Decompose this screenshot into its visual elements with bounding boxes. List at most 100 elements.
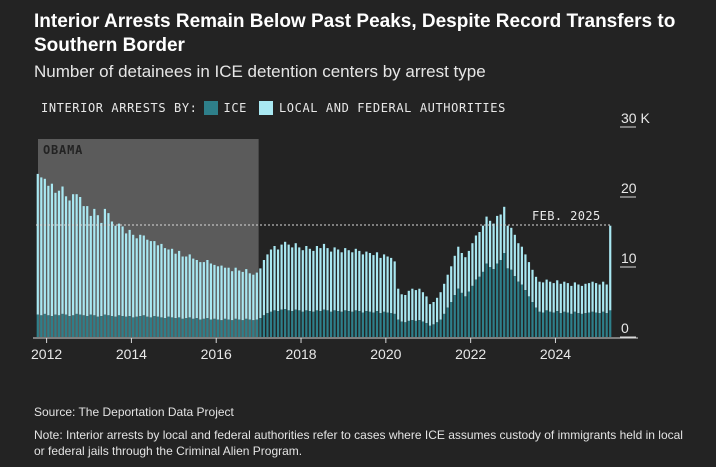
bar-ice [322,309,326,337]
bar-local [209,263,213,320]
bar-ice [72,315,75,337]
bar-ice [538,311,541,337]
bar-ice [202,318,205,337]
bar-local [467,250,470,292]
bar-ice [566,312,569,337]
bar-ice [245,318,248,337]
bar-ice [142,315,145,337]
bar-ice [457,288,460,337]
bar-local [100,222,103,316]
bar-local [488,220,492,267]
bar-ice [534,307,538,337]
bar-ice [365,311,368,337]
bar-ice [450,302,453,337]
bar-ice [570,313,573,337]
bar-ice [213,318,216,337]
bar-ice [93,315,96,337]
bar-local [503,206,506,253]
bar-ice [181,318,184,337]
bar-local [185,256,188,319]
bar-ice [354,310,357,337]
bar-ice [464,296,467,337]
bar-local [259,268,262,319]
bar-local [216,266,220,320]
x-tick-label: 2018 [285,346,316,362]
bar-ice [418,320,421,337]
bar-local [531,269,534,302]
reference-label-bg [528,208,608,222]
bar-ice [541,312,545,337]
bar-ice [315,310,319,337]
bar-ice [496,263,499,337]
bar-ice [347,311,350,337]
bar-ice [280,309,283,337]
bar-local [439,292,442,320]
bar-ice [428,325,432,337]
bar-ice [485,263,488,337]
bar-local [308,248,311,312]
bar-ice [340,311,343,337]
bar-ice [552,312,555,337]
bar-ice [68,316,71,337]
bar-local [602,281,605,312]
bar-ice [443,313,446,337]
bar-ice [47,315,50,337]
bar-ice [117,315,121,337]
bar-local [54,192,57,315]
bar-ice [513,276,516,337]
bar-ice [223,318,227,337]
bar-ice [481,271,485,337]
bar-local [428,304,432,326]
bar-ice [107,315,110,337]
bar-ice [36,314,39,337]
bar-local [595,283,598,313]
bar-local [559,283,562,314]
bar-local [400,294,403,322]
x-tick-label: 2024 [540,346,571,362]
bar-ice [294,309,297,337]
bar-ice [284,309,287,337]
bar-ice [178,317,181,337]
bar-local [584,283,587,314]
bar-local [103,208,107,315]
footnote: Note: Interior arrests by local and fede… [34,428,683,458]
bar-ice [467,291,470,337]
bar-local [541,282,545,313]
bar-local [570,285,573,314]
bar-local [347,250,350,312]
bar-ice [375,311,379,337]
bar-ice [439,319,442,337]
bar-local [298,247,301,311]
bar-ice [174,318,177,337]
bar-local [598,284,601,314]
bar-local [386,256,389,313]
bar-ice [326,310,329,337]
bar-local [319,248,322,312]
bar-ice [372,312,375,337]
legend-swatch-local [258,101,273,115]
bar-ice [478,276,481,337]
bar-ice [584,313,587,337]
bar-local [57,190,61,316]
bar-local [199,262,202,320]
bar-local [301,250,304,312]
bar-ice [276,311,280,337]
bar-ice [506,268,509,337]
bar-local [223,267,227,319]
bar-ice [308,311,311,337]
bar-local [404,295,407,323]
bar-local [556,280,559,312]
y-tick-label: 30 K [621,110,650,126]
bar-ice [499,260,502,337]
bar-local [178,250,181,318]
bar-ice [114,316,117,337]
bar-ice [252,320,255,337]
bar-local [252,274,255,321]
bar-local [266,254,269,314]
bar-ice [75,313,78,337]
bar-ice [453,295,456,337]
bar-local [75,194,78,314]
bar-local [269,249,273,312]
bar-local [496,215,499,264]
y-tick-label: 10 [621,250,637,266]
